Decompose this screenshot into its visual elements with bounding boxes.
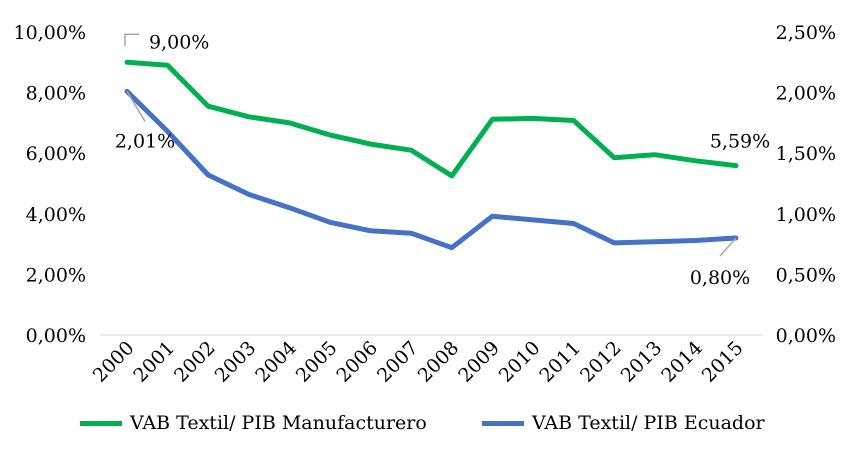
x-tick-label: 2005 xyxy=(292,337,342,387)
data-label: 0,80% xyxy=(690,267,750,289)
legend-swatch-ecuador xyxy=(482,420,524,426)
x-tick-label: 2003 xyxy=(211,337,261,387)
x-tick-label: 2001 xyxy=(129,337,179,387)
legend-label-ecuador: VAB Textil/ PIB Ecuador xyxy=(532,412,765,434)
legend-label-manufacturero: VAB Textil/ PIB Manufacturero xyxy=(130,412,427,434)
y-right-tick-label: 0,50% xyxy=(776,264,836,286)
y-left-tick-label: 0,00% xyxy=(26,325,86,347)
y-left-tick-label: 2,00% xyxy=(26,264,86,286)
series-line-manufacturero xyxy=(124,59,739,179)
data-label: 2,01% xyxy=(115,130,175,152)
y-right-tick-label: 0,00% xyxy=(776,325,836,347)
data-label-leader xyxy=(719,237,737,257)
y-left-tick-label: 8,00% xyxy=(26,83,86,105)
line-chart: 0,00% 2,00% 4,00% 6,00% 8,00% 10,00% 0,00% 0,50… xyxy=(14,22,836,387)
y-right-tick-label: 2,00% xyxy=(776,83,836,105)
y-left-tick-label: 10,00% xyxy=(14,22,86,44)
x-tick-label: 2015 xyxy=(698,337,748,387)
y-left-tick-label: 4,00% xyxy=(26,204,86,226)
data-label-leader xyxy=(124,33,139,47)
y-right-tick-label: 1,00% xyxy=(776,204,836,226)
x-tick-label: 2007 xyxy=(373,337,423,387)
x-tick-label: 2008 xyxy=(414,337,464,387)
x-tick-label: 2004 xyxy=(251,337,301,387)
chart-legend: VAB Textil/ PIB Manufacturero VAB Textil… xyxy=(0,408,850,438)
x-tick-label: 2010 xyxy=(495,337,545,387)
x-tick-label: 2009 xyxy=(454,337,504,387)
x-tick-label: 2012 xyxy=(576,337,626,387)
data-label-leader xyxy=(126,91,146,122)
legend-swatch-manufacturero xyxy=(80,420,122,426)
y-right-tick-label: 1,50% xyxy=(776,143,836,165)
data-label: 9,00% xyxy=(149,31,209,53)
x-tick-label: 2014 xyxy=(657,337,707,387)
x-tick-label: 2011 xyxy=(535,337,585,387)
x-tick-label: 2013 xyxy=(617,337,667,387)
y-left-tick-label: 6,00% xyxy=(26,143,86,165)
x-tick-label: 2002 xyxy=(170,337,220,387)
y-right-tick-label: 2,50% xyxy=(776,22,836,44)
x-tick-label: 2006 xyxy=(332,337,382,387)
x-tick-label: 2000 xyxy=(89,337,139,387)
series-line-ecuador xyxy=(124,88,739,251)
legend-item-manufacturero: VAB Textil/ PIB Manufacturero xyxy=(80,408,427,438)
legend-item-ecuador: VAB Textil/ PIB Ecuador xyxy=(482,408,765,438)
data-label: 5,59% xyxy=(710,131,770,153)
